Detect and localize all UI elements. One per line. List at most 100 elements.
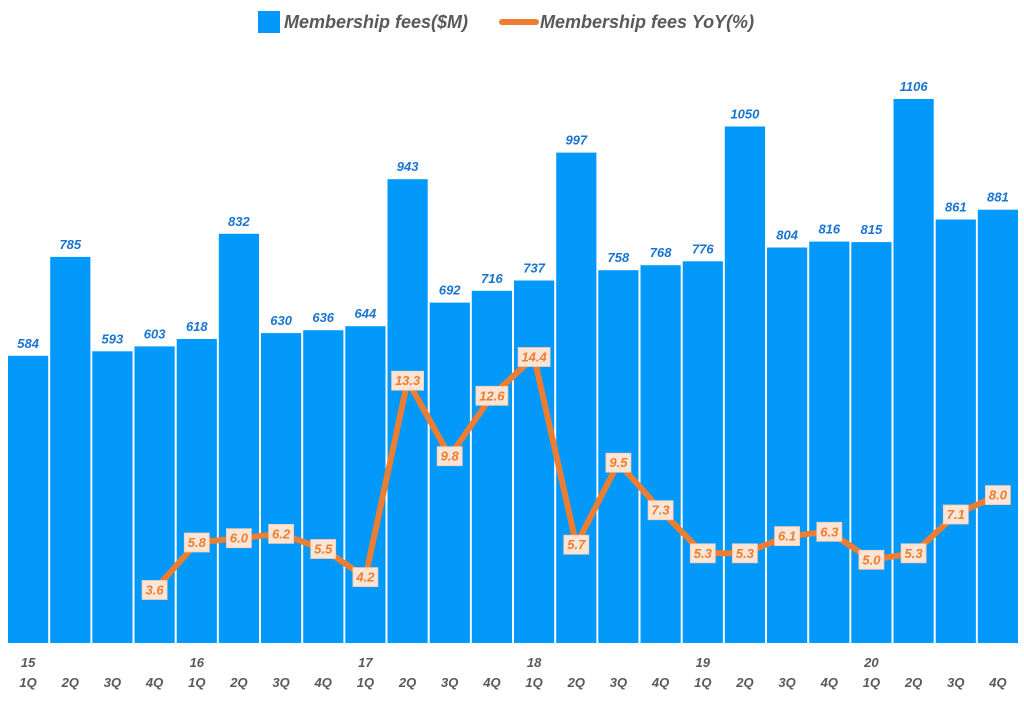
bar (387, 179, 428, 643)
bar-value-label: 785 (59, 237, 81, 252)
bar-value-label: 1050 (730, 107, 760, 122)
yoy-label-text: 9.8 (441, 449, 460, 464)
bar-value-label: 716 (481, 271, 503, 286)
x-tick-quarter: 4Q (988, 675, 1006, 690)
yoy-label-text: 5.3 (736, 546, 755, 561)
bar-value-label: 618 (186, 319, 208, 334)
legend-swatch-bar (258, 11, 280, 33)
yoy-label-text: 3.6 (146, 583, 165, 598)
x-tick-quarter: 1Q (19, 675, 36, 690)
yoy-value-labels: 3.6 5.8 6.0 6.2 5.5 4.2 13.3 9.8 12.6 14.4 5.7 9.5 7… (141, 347, 1011, 600)
bar-value-label: 768 (650, 245, 672, 260)
x-tick-quarter: 3Q (104, 675, 121, 690)
yoy-label-text: 14.4 (521, 350, 547, 365)
bar (935, 219, 976, 643)
bar-value-label: 593 (102, 331, 124, 346)
x-tick-quarter: 2Q (904, 675, 922, 690)
bar-value-label: 644 (355, 306, 377, 321)
bar-value-label: 816 (818, 222, 840, 237)
bar (50, 256, 91, 643)
yoy-label-text: 5.0 (862, 552, 881, 567)
yoy-label-box (563, 534, 590, 555)
bar (92, 351, 133, 643)
yoy-label-box (689, 543, 716, 564)
bar (176, 339, 217, 643)
bar (556, 152, 597, 643)
yoy-label: 13.3 (391, 370, 425, 391)
yoy-label: 9.8 (436, 446, 463, 467)
yoy-label-box (183, 532, 210, 553)
legend-label-line: Membership fees YoY(%) (540, 12, 754, 32)
bar (724, 126, 765, 643)
yoy-label-box (225, 528, 252, 549)
yoy-label-text: 8.0 (989, 488, 1008, 503)
bar (640, 265, 681, 643)
yoy-label: 5.0 (858, 549, 885, 570)
bar-value-label: 943 (397, 159, 419, 174)
yoy-label-box (517, 347, 551, 367)
bar-value-label: 758 (608, 250, 630, 265)
bar-value-label: 603 (144, 326, 166, 341)
yoy-label-box (310, 539, 337, 559)
yoy-label-text: 5.3 (694, 546, 713, 561)
yoy-label: 7.1 (942, 504, 969, 525)
bar (429, 302, 470, 643)
yoy-label-box (352, 567, 379, 587)
x-tick-year: 20 (863, 655, 879, 670)
x-tick-quarter: 4Q (651, 675, 669, 690)
bar-value-label: 881 (987, 190, 1009, 205)
yoy-label-box (605, 452, 632, 473)
yoy-label: 5.3 (732, 543, 758, 564)
bar-value-label: 1106 (900, 79, 929, 94)
bar-value-label: 776 (692, 241, 714, 256)
yoy-label: 5.7 (563, 534, 590, 555)
yoy-label-text: 5.5 (314, 542, 333, 557)
yoy-label: 5.8 (183, 532, 210, 553)
legend-label-bar: Membership fees($M) (284, 12, 468, 32)
x-tick-quarter: 1Q (694, 675, 711, 690)
x-tick-quarter: 4Q (145, 675, 163, 690)
yoy-label-box (985, 485, 1011, 506)
bar (8, 355, 49, 643)
yoy-label: 6.1 (774, 526, 800, 546)
yoy-label: 3.6 (141, 580, 168, 600)
bar-value-label: 832 (228, 214, 250, 229)
x-tick-quarter: 3Q (441, 675, 458, 690)
yoy-label-box (436, 446, 463, 467)
bar-value-label: 737 (523, 261, 545, 276)
bar (682, 261, 723, 643)
yoy-label: 5.3 (689, 543, 716, 564)
yoy-label-text: 5.3 (905, 546, 924, 561)
yoy-label: 7.3 (647, 500, 674, 521)
x-tick-quarter: 3Q (778, 675, 795, 690)
yoy-label: 6.3 (816, 521, 843, 542)
yoy-label-box (268, 524, 295, 544)
bar (218, 233, 259, 644)
x-tick-quarter: 3Q (947, 675, 964, 690)
x-tick-year: 17 (358, 655, 373, 670)
yoy-label: 14.4 (517, 347, 551, 367)
bar (851, 242, 892, 643)
bar (471, 290, 512, 643)
yoy-label: 5.3 (900, 543, 927, 564)
yoy-label-text: 6.3 (820, 524, 839, 539)
yoy-label-text: 6.2 (272, 526, 291, 541)
bar (514, 280, 555, 643)
yoy-label-text: 5.7 (567, 537, 586, 552)
x-tick-quarter: 2Q (735, 675, 753, 690)
yoy-label: 12.6 (475, 385, 509, 406)
x-axis: 15 1Q 2Q 3Q 4Q 16 1Q 2Q 3Q 4Q 17 1Q 2Q 3Q 4Q 18 1Q 2Q 3Q 4Q… (19, 655, 1006, 690)
x-tick-quarter: 1Q (863, 675, 880, 690)
bar-value-label: 861 (945, 200, 967, 215)
yoy-label-text: 12.6 (479, 388, 505, 403)
yoy-label-text: 9.5 (609, 455, 628, 470)
yoy-label-text: 13.3 (395, 373, 421, 388)
x-tick-year: 15 (21, 655, 36, 670)
yoy-label-box (732, 543, 758, 564)
bar (977, 209, 1018, 643)
bar-value-label: 584 (17, 336, 39, 351)
yoy-label-text: 6.0 (230, 531, 249, 546)
yoy-label: 6.0 (225, 528, 252, 549)
bar-value-label: 636 (312, 310, 334, 325)
